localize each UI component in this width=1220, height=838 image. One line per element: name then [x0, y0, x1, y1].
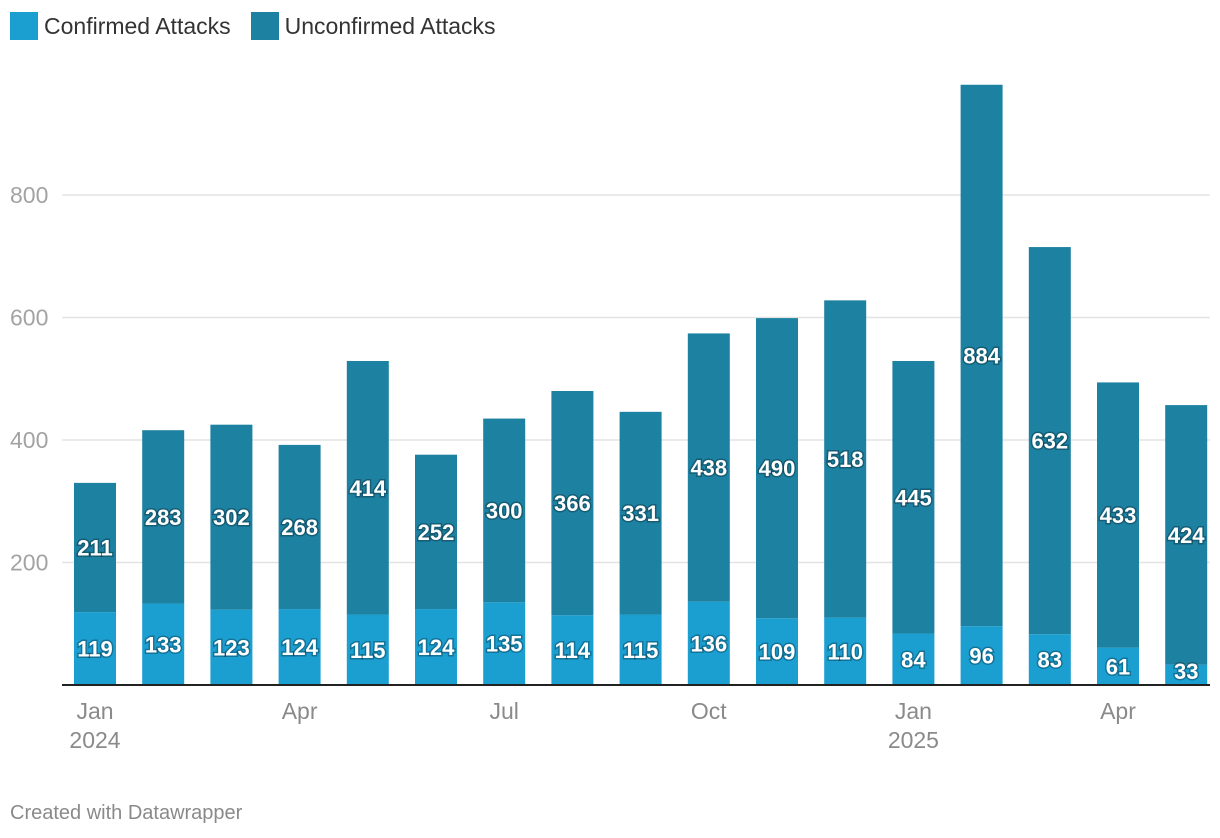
- data-label-unconfirmed: 211: [77, 535, 113, 560]
- bar-unconfirmed: [142, 430, 185, 604]
- data-label-confirmed: 124: [281, 635, 318, 660]
- data-label-unconfirmed: 884: [963, 343, 1000, 368]
- bar-unconfirmed: [278, 444, 321, 610]
- bar-unconfirmed: [1028, 247, 1071, 635]
- data-label-confirmed: 115: [350, 638, 386, 663]
- bar-unconfirmed: [960, 84, 1003, 627]
- bar-unconfirmed: [824, 300, 867, 618]
- bar-confirmed: [824, 617, 867, 685]
- x-tick-label: 2024: [69, 727, 120, 753]
- bar-unconfirmed: [483, 418, 526, 603]
- bar-confirmed: [142, 603, 185, 685]
- data-label-unconfirmed: 283: [145, 505, 182, 530]
- data-label-confirmed: 83: [1038, 648, 1062, 673]
- data-label-unconfirmed: 518: [827, 447, 864, 472]
- bar-confirmed: [892, 633, 935, 685]
- data-label-unconfirmed: 424: [1168, 523, 1205, 548]
- bar-confirmed: [756, 618, 798, 685]
- x-tick-label: Apr: [1100, 698, 1136, 724]
- bar-confirmed: [346, 614, 389, 685]
- bar-confirmed: [960, 626, 1003, 685]
- data-label-confirmed: 110: [827, 639, 863, 664]
- bar-unconfirmed: [892, 360, 935, 634]
- data-label-confirmed: 135: [486, 632, 523, 657]
- data-label-confirmed: 114: [555, 638, 591, 663]
- x-tick-label: Oct: [691, 698, 727, 724]
- footer-credit: Created with Datawrapper: [10, 802, 243, 824]
- bar-unconfirmed: [210, 424, 253, 610]
- data-label-confirmed: 119: [77, 637, 113, 662]
- data-label-confirmed: 33: [1174, 659, 1198, 684]
- bar-confirmed: [415, 609, 457, 685]
- legend-item-confirmed: Confirmed Attacks: [10, 12, 231, 40]
- bar-confirmed: [1165, 664, 1208, 685]
- bar-confirmed: [483, 602, 526, 685]
- bar-unconfirmed: [756, 318, 798, 619]
- bar-unconfirmed: [1165, 405, 1208, 665]
- bar-confirmed: [1028, 634, 1071, 685]
- legend-swatch-confirmed: [10, 12, 38, 40]
- data-label-confirmed: 84: [901, 647, 926, 672]
- legend-item-unconfirmed: Unconfirmed Attacks: [250, 12, 496, 40]
- x-tick-label: Jan: [76, 698, 113, 724]
- data-label-confirmed: 61: [1106, 654, 1130, 679]
- x-tick-label: Jul: [489, 698, 518, 724]
- bar-confirmed: [619, 614, 662, 685]
- data-label-unconfirmed: 268: [281, 515, 318, 540]
- data-label-unconfirmed: 331: [622, 501, 659, 526]
- legend-label-unconfirmed: Unconfirmed Attacks: [284, 12, 496, 39]
- bar-unconfirmed: [346, 360, 389, 615]
- bar-unconfirmed: [74, 482, 116, 613]
- data-label-confirmed: 109: [759, 640, 796, 665]
- legend-swatch-unconfirmed: [250, 12, 279, 40]
- bar-unconfirmed: [1097, 382, 1139, 648]
- y-tick-label: 400: [10, 427, 48, 453]
- data-label-unconfirmed: 433: [1100, 503, 1137, 528]
- bar-unconfirmed: [551, 391, 594, 616]
- y-tick-label: 600: [10, 305, 48, 331]
- data-label-confirmed: 124: [418, 635, 455, 660]
- y-tick-label: 200: [10, 550, 48, 576]
- bar-confirmed: [687, 601, 730, 685]
- data-label-unconfirmed: 632: [1031, 429, 1068, 454]
- y-tick-label: 800: [10, 182, 48, 208]
- data-label-unconfirmed: 490: [759, 456, 796, 481]
- legend-label-confirmed: Confirmed Attacks: [44, 12, 231, 39]
- x-tick-label: 2025: [888, 727, 939, 753]
- bar-confirmed: [74, 612, 116, 685]
- bar-confirmed: [210, 609, 253, 685]
- bar-confirmed: [551, 615, 594, 685]
- data-label-unconfirmed: 445: [895, 485, 932, 510]
- data-label-confirmed: 115: [623, 638, 659, 663]
- bar-confirmed: [1097, 647, 1139, 685]
- data-label-unconfirmed: 366: [554, 491, 591, 516]
- x-tick-label: Jan: [895, 698, 932, 724]
- bar-unconfirmed: [687, 333, 730, 602]
- bar-unconfirmed: [415, 454, 457, 610]
- x-tick-label: Apr: [282, 698, 318, 724]
- data-label-confirmed: 133: [145, 632, 182, 657]
- data-label-confirmed: 96: [969, 644, 993, 669]
- data-label-unconfirmed: 302: [213, 505, 250, 530]
- data-label-unconfirmed: 300: [486, 498, 523, 523]
- data-label-unconfirmed: 438: [690, 456, 727, 481]
- legend: Confirmed Attacks Unconfirmed Attacks: [10, 12, 516, 40]
- data-label-unconfirmed: 414: [349, 476, 386, 501]
- data-label-unconfirmed: 252: [418, 520, 455, 545]
- bar-confirmed: [278, 609, 321, 685]
- data-label-confirmed: 123: [213, 635, 250, 660]
- bar-unconfirmed: [619, 411, 662, 615]
- data-label-confirmed: 136: [690, 631, 727, 656]
